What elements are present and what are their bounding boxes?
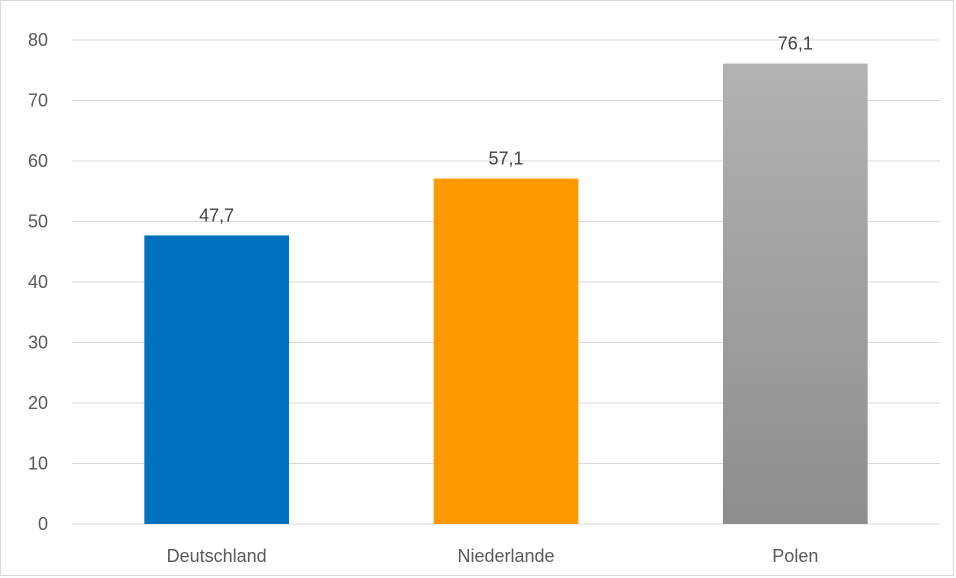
data-label: 57,1 xyxy=(488,149,523,169)
y-tick-label: 0 xyxy=(38,514,48,534)
y-tick-label: 40 xyxy=(28,272,48,292)
bar-polen xyxy=(723,63,868,524)
data-label: 47,7 xyxy=(199,205,234,225)
bar-deutschland xyxy=(144,235,289,525)
x-tick-label: Deutschland xyxy=(167,546,267,566)
x-tick-label: Polen xyxy=(772,546,818,566)
y-axis: 0 10 20 30 40 50 60 70 80 xyxy=(28,30,48,534)
y-tick-label: 10 xyxy=(28,454,48,474)
y-tick-label: 30 xyxy=(28,333,48,353)
x-axis: Deutschland Niederlande Polen xyxy=(167,546,819,566)
x-tick-label: Niederlande xyxy=(457,546,554,566)
y-tick-label: 80 xyxy=(28,30,48,50)
data-label: 76,1 xyxy=(778,34,813,54)
y-tick-label: 20 xyxy=(28,393,48,413)
y-tick-label: 70 xyxy=(28,91,48,111)
y-tick-label: 60 xyxy=(28,151,48,171)
y-tick-label: 50 xyxy=(28,212,48,232)
bars: 47,7 57,1 76,1 xyxy=(144,34,868,525)
bar-niederlande xyxy=(433,178,579,525)
